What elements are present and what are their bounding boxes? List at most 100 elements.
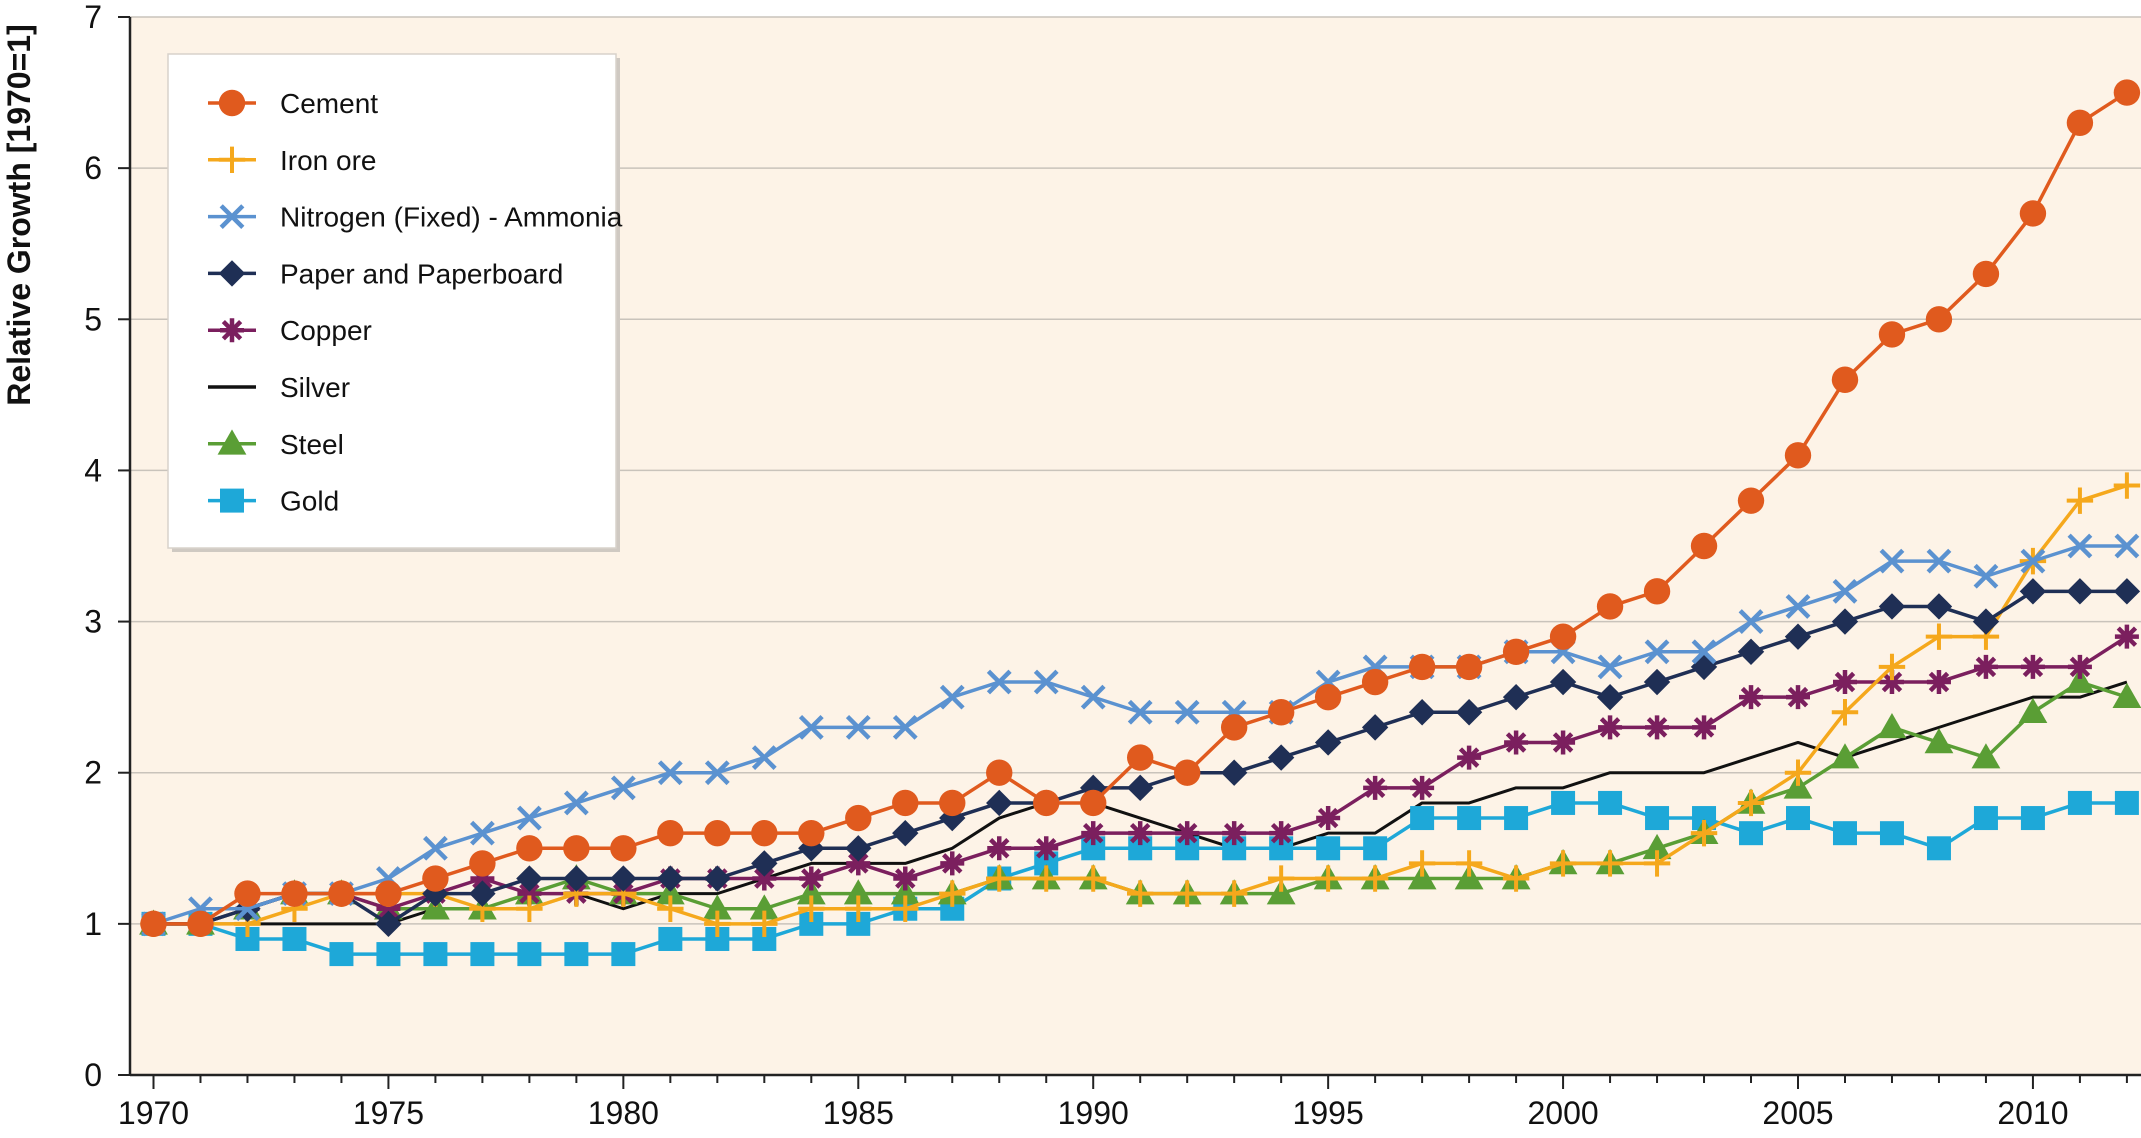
data-point bbox=[1087, 827, 1099, 839]
data-point bbox=[218, 146, 246, 173]
data-point bbox=[890, 879, 920, 905]
data-point bbox=[1831, 608, 1859, 635]
data-point bbox=[751, 910, 778, 938]
data-point bbox=[2066, 109, 2094, 136]
y-axis-title: Relative Growth [1970=1] bbox=[1, 24, 37, 405]
data-point bbox=[1173, 880, 1201, 907]
data-point bbox=[469, 880, 496, 907]
data-point bbox=[1322, 812, 1334, 824]
data-point bbox=[423, 835, 448, 861]
data-point bbox=[798, 714, 824, 740]
data-point bbox=[220, 488, 244, 513]
legend-item: Silver bbox=[208, 372, 350, 403]
data-point bbox=[2113, 79, 2141, 106]
data-point bbox=[1651, 721, 1663, 733]
data-point bbox=[805, 873, 817, 884]
x-tick-label: 2000 bbox=[1527, 1095, 1598, 1131]
legend-item: Copper bbox=[208, 315, 372, 346]
data-point bbox=[1972, 260, 2000, 288]
data-point bbox=[892, 789, 919, 817]
data-point bbox=[1642, 833, 1672, 860]
data-point bbox=[422, 865, 449, 892]
data-point bbox=[2121, 631, 2133, 643]
data-point bbox=[1549, 668, 1577, 696]
data-point bbox=[946, 858, 958, 869]
data-point bbox=[375, 880, 402, 907]
data-point bbox=[843, 879, 873, 905]
legend-item: Iron ore bbox=[208, 145, 377, 176]
data-point bbox=[2020, 548, 2046, 574]
data-point bbox=[657, 819, 684, 847]
data-point bbox=[1597, 654, 1623, 680]
y-tick-labels: 0 1 2 3 4 5 6 7 bbox=[84, 0, 102, 1093]
data-point bbox=[1502, 865, 1530, 892]
data-point bbox=[657, 865, 684, 892]
data-point bbox=[1972, 608, 2000, 635]
data-point bbox=[2019, 578, 2047, 605]
data-point bbox=[751, 819, 778, 847]
data-point bbox=[892, 895, 919, 922]
data-point bbox=[1878, 321, 1906, 348]
data-point bbox=[470, 942, 495, 967]
data-point bbox=[1127, 699, 1153, 725]
data-point bbox=[1879, 821, 1904, 846]
data-point bbox=[1361, 865, 1389, 892]
data-point bbox=[218, 260, 246, 287]
data-point bbox=[610, 865, 637, 892]
legend: Cement Iron ore Nitrogen (Fixed) - Ammonia… bbox=[167, 53, 623, 552]
data-point bbox=[2067, 533, 2093, 559]
data-point bbox=[1925, 593, 1953, 620]
y-tick-label: 5 bbox=[84, 301, 102, 337]
data-point bbox=[749, 894, 779, 920]
data-point bbox=[2113, 472, 2141, 499]
data-point bbox=[1174, 699, 1200, 725]
data-point bbox=[423, 942, 448, 967]
data-point bbox=[1316, 836, 1341, 861]
data-point bbox=[1604, 721, 1616, 733]
data-point bbox=[610, 775, 636, 801]
data-point bbox=[1266, 879, 1296, 905]
data-point bbox=[1080, 774, 1107, 802]
data-point bbox=[2067, 790, 2092, 815]
y-tick-label: 2 bbox=[84, 755, 102, 791]
data-point bbox=[1549, 623, 1577, 650]
data-point bbox=[226, 324, 238, 336]
data-point bbox=[421, 894, 450, 920]
data-point bbox=[1275, 827, 1287, 839]
data-point bbox=[1314, 865, 1342, 892]
data-point bbox=[704, 910, 731, 938]
data-point bbox=[993, 842, 1005, 854]
data-point bbox=[1886, 676, 1898, 688]
series-cement bbox=[140, 79, 2141, 938]
legend-label: Gold bbox=[280, 486, 339, 517]
y-tick-label: 3 bbox=[84, 604, 102, 640]
data-point bbox=[1126, 774, 1154, 802]
data-point bbox=[2020, 806, 2045, 831]
data-point bbox=[218, 89, 246, 117]
data-point bbox=[1933, 676, 1945, 688]
data-point bbox=[1878, 653, 1906, 681]
data-point bbox=[563, 835, 590, 862]
x-tick-label: 1980 bbox=[588, 1095, 659, 1131]
data-point bbox=[1410, 806, 1435, 831]
data-point bbox=[892, 714, 918, 740]
data-point bbox=[1925, 306, 1953, 333]
data-point bbox=[798, 819, 825, 847]
data-point bbox=[2019, 200, 2047, 227]
data-point bbox=[1416, 782, 1428, 794]
data-point bbox=[1690, 819, 1718, 847]
data-point bbox=[219, 204, 245, 229]
data-point bbox=[1455, 699, 1483, 726]
data-point bbox=[939, 789, 966, 817]
data-point bbox=[1645, 806, 1670, 831]
data-point bbox=[1784, 759, 1812, 786]
data-point bbox=[1643, 578, 1671, 605]
data-point bbox=[516, 805, 542, 831]
data-point bbox=[704, 760, 730, 786]
data-point bbox=[1361, 714, 1389, 741]
data-point bbox=[1504, 806, 1529, 831]
data-point bbox=[892, 819, 919, 847]
data-point bbox=[516, 895, 543, 922]
data-point bbox=[796, 879, 826, 905]
